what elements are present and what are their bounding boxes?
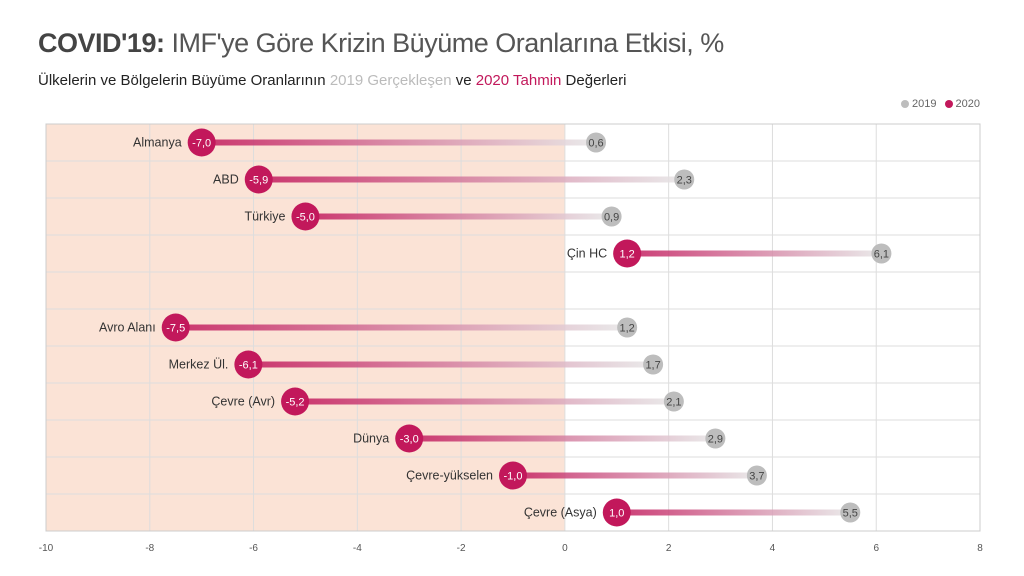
category-label: Çevre (Avr) [211,395,275,409]
value-label-2020: -5,0 [296,212,315,224]
point-2019 [617,317,638,338]
chart-title-rest: IMF'ye Göre Krizin Büyüme Oranlarına Etk… [171,28,724,58]
point-2019 [586,132,607,153]
point-2019 [840,502,861,523]
point-2020 [395,424,424,453]
x-tick-label: -8 [145,543,154,554]
legend-item-2019: 2019 [901,98,937,110]
point-2019 [746,465,767,486]
category-label: Çevre-yükselen [406,469,493,483]
point-2020 [161,313,190,342]
chart-title-bold: COVID'19: [38,28,165,58]
legend-label-2020: 2020 [955,98,980,110]
dumbbell-connector [305,213,612,220]
x-tick-label: 2 [666,543,672,554]
chart-subtitle: Ülkelerin ve Bölgelerin Büyüme Oranların… [38,72,626,89]
point-2020 [499,461,527,490]
x-tick-label: -10 [39,543,54,554]
category-label: Çevre (Asya) [524,506,597,520]
value-label-2020: -1,0 [504,471,523,483]
x-tick-label: -6 [249,543,258,554]
point-2020 [244,165,273,194]
point-2019 [674,169,695,190]
value-label-2019: 1,7 [645,360,660,372]
chart-legend: 2019 2020 [897,98,980,110]
dumbbell-connector [616,509,851,516]
x-tick-label: 6 [873,543,879,554]
dumbbell-connector [513,472,757,479]
plot-frame [45,123,981,532]
value-label-2019: 0,9 [604,212,619,224]
value-label-2019: 3,7 [749,471,764,483]
subtitle-part3: Değerleri [565,72,627,89]
category-label: Türkiye [244,210,285,224]
point-2019 [871,243,892,264]
x-tick-label: 8 [977,543,983,554]
value-label-2020: -3,0 [400,434,419,446]
point-2020 [281,387,310,416]
value-label-2020: -6,1 [239,360,258,372]
legend-dot-2020 [944,100,953,108]
dumbbell-connector [258,176,685,183]
value-label-2020: 1,2 [620,249,635,261]
legend-item-2020: 2020 [944,98,980,110]
dumbbell-connector [248,361,654,368]
subtitle-2019: 2019 Gerçekleşen [329,72,452,89]
legend-dot-2019 [901,100,910,108]
subtitle-part1: Ülkelerin ve Bölgelerin Büyüme Oranların… [38,72,326,89]
value-label-2019: 1,2 [620,323,635,335]
point-2020 [234,350,263,379]
chart-title: COVID'19: IMF'ye Göre Krizin Büyüme Oran… [38,28,724,59]
x-tick-label: -4 [353,543,362,554]
value-label-2019: 0,6 [588,138,603,150]
point-2019 [663,391,684,412]
point-2019 [643,354,664,375]
dumbbell-connector [409,435,716,442]
category-label: Merkez Ül. [169,358,229,372]
value-label-2020: -5,9 [249,175,268,187]
value-label-2019: 2,1 [666,397,681,409]
value-label-2019: 2,9 [708,434,723,446]
category-label: ABD [213,173,239,187]
value-label-2020: -7,0 [192,138,211,150]
legend-label-2019: 2019 [912,98,937,110]
point-2020 [602,498,631,527]
category-label: Dünya [353,432,389,446]
category-label: Çin HC [567,247,607,261]
x-tick-label: 4 [770,543,776,554]
value-label-2020: -5,2 [286,397,305,409]
value-label-2019: 5,5 [843,508,858,520]
dumbbell-connector [295,398,674,405]
dumbbell-connector [175,324,628,331]
point-2020 [613,239,642,268]
subtitle-2020: 2020 Tahmin [475,72,562,89]
point-2020 [187,128,216,157]
value-label-2019: 6,1 [874,249,889,261]
category-label: Avro Alanı [99,321,156,335]
dumbbell-connector [627,250,882,257]
point-2019 [601,206,622,227]
dumbbell-connector [201,139,597,146]
value-label-2020: -7,5 [166,323,185,335]
category-label: Almanya [133,136,182,150]
x-tick-label: 0 [562,543,568,554]
point-2019 [705,428,726,449]
subtitle-part2: ve [455,72,472,89]
x-tick-label: -2 [457,543,466,554]
point-2020 [291,202,320,231]
value-label-2020: 1,0 [609,508,624,520]
value-label-2019: 2,3 [677,175,692,187]
